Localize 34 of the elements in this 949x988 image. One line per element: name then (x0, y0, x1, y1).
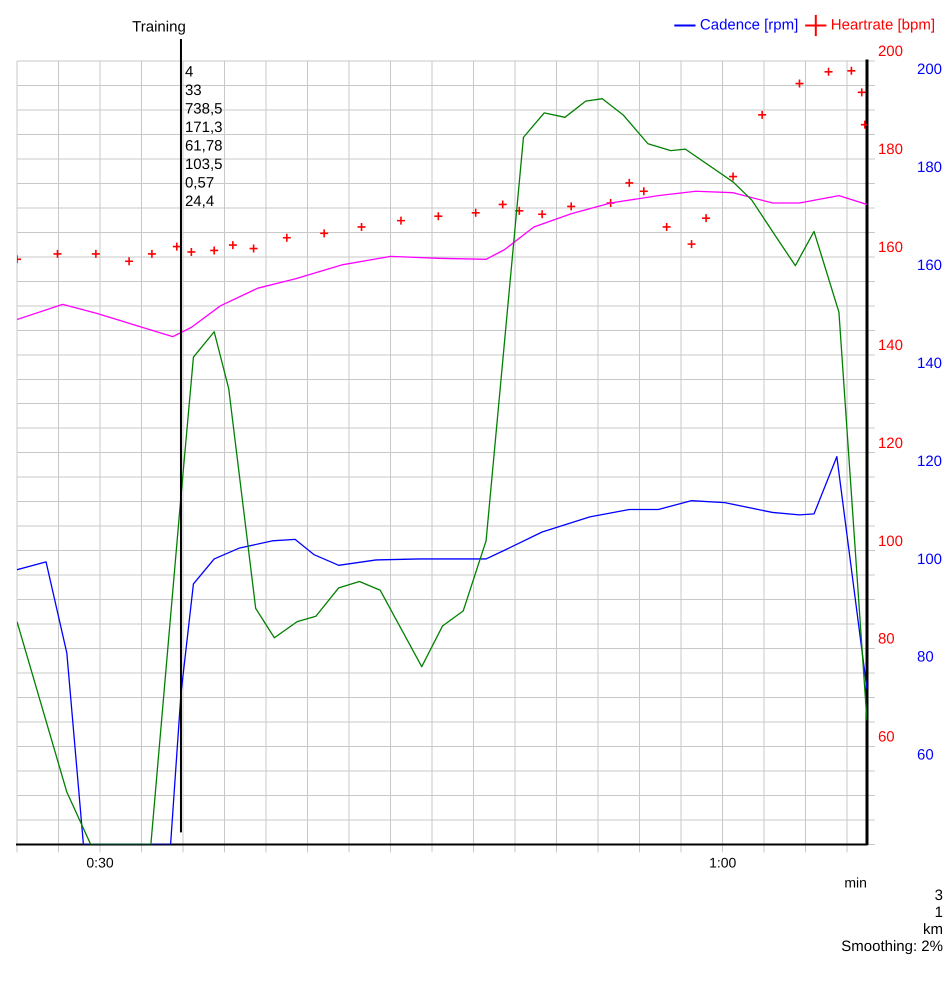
y-tick-label: 160 (878, 238, 903, 256)
legend-label: Cadence [rpm] (700, 16, 798, 34)
text: 3 (934, 887, 943, 904)
y2-tick-label: 200 (916, 61, 942, 78)
x-tick-label: 1:00 (709, 854, 737, 871)
y2-tick-label: 160 (916, 256, 942, 274)
y-tick-label: 80 (878, 630, 895, 648)
y-tick-label: 100 (878, 532, 903, 550)
y-tick-label: 140 (878, 336, 903, 354)
y-tick-label: 60 (878, 728, 895, 746)
annotation: 0,57 (184, 174, 214, 192)
text: km (923, 921, 943, 938)
ref-line-label: Training (132, 18, 186, 36)
y-tick-label: 180 (878, 141, 903, 158)
x-axis-title: min (844, 874, 867, 890)
y2-tick-label: 80 (916, 648, 934, 666)
y2-tick-label: 120 (916, 452, 942, 470)
annotation: 24,4 (184, 193, 214, 210)
y2-tick-label: 100 (916, 550, 942, 568)
annotation: 171,3 (184, 119, 223, 136)
annotation: 33 (184, 82, 202, 100)
y-tick-label: 200 (878, 43, 903, 60)
y2-tick-label: 60 (916, 746, 934, 764)
annotation: 103,5 (184, 156, 223, 174)
x-tick-label: 0:30 (86, 854, 114, 871)
annotation: 61,78 (184, 138, 223, 155)
y-tick-label: 120 (878, 434, 903, 452)
y2-tick-label: 140 (916, 354, 942, 372)
annotation: 4 (184, 64, 194, 81)
legend-label: Heartrate [bpm] (830, 16, 936, 34)
annotation: 738,5 (184, 100, 223, 118)
text: 1 (934, 904, 943, 922)
y2-tick-label: 180 (916, 159, 942, 176)
text: Smoothing: 2% (841, 938, 943, 956)
